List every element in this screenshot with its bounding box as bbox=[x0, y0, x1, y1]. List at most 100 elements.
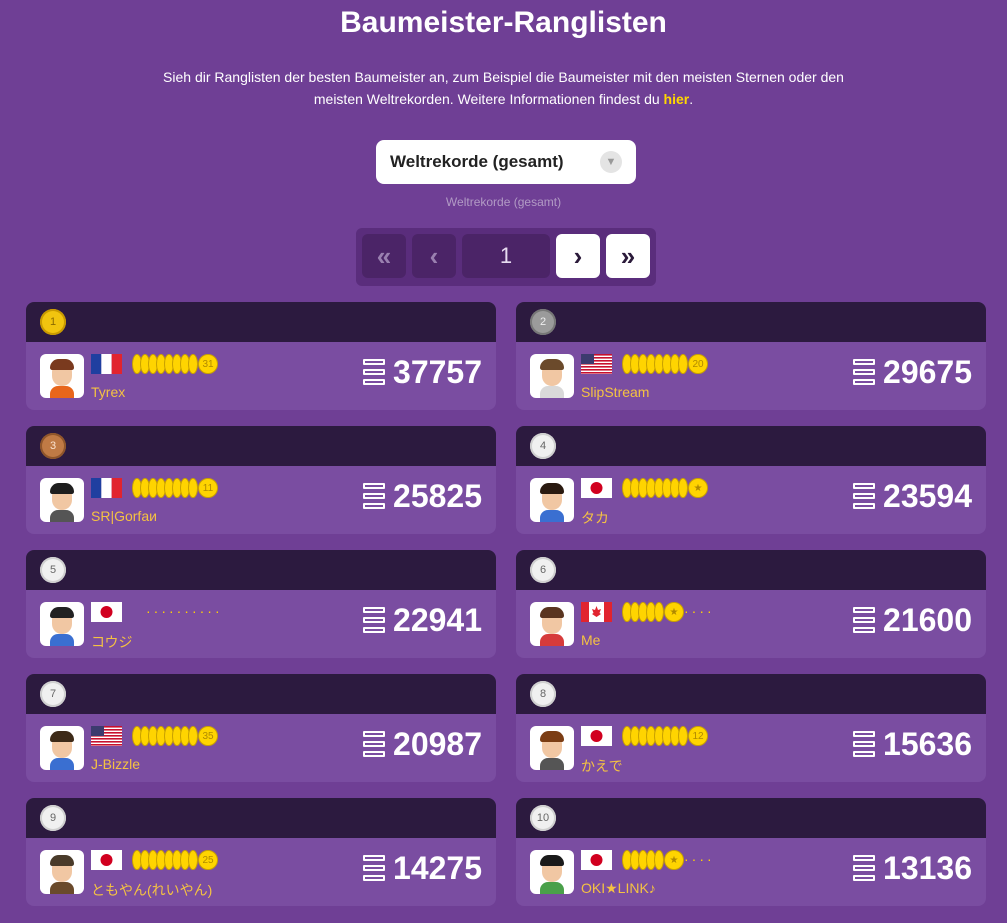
medal-row: ★ bbox=[622, 849, 684, 871]
player-name[interactable]: ともやん(れいやん) bbox=[91, 882, 213, 898]
next-page-button[interactable]: › bbox=[556, 234, 600, 278]
rank-badge: 2 bbox=[530, 309, 556, 335]
avatar[interactable] bbox=[530, 478, 574, 522]
card-header: 1 bbox=[26, 302, 496, 342]
player-name[interactable]: かえで bbox=[581, 758, 623, 774]
extra-medal-dots: ···· bbox=[684, 603, 715, 619]
score: 23594 bbox=[853, 478, 972, 514]
player-name[interactable]: OKI★LINK♪ bbox=[581, 880, 656, 896]
country-flag-icon bbox=[91, 354, 122, 374]
pagination: « ‹ 1 › » bbox=[356, 228, 656, 286]
score: 22941 bbox=[363, 602, 482, 638]
avatar[interactable] bbox=[40, 726, 84, 770]
score: 15636 bbox=[853, 726, 972, 762]
course-icon bbox=[853, 359, 876, 385]
avatar[interactable] bbox=[530, 726, 574, 770]
score-value: 13136 bbox=[883, 850, 972, 886]
avatar[interactable] bbox=[530, 850, 574, 894]
country-flag-icon bbox=[91, 726, 122, 746]
score: 14275 bbox=[363, 850, 482, 886]
prev-page-button[interactable]: ‹ bbox=[412, 234, 456, 278]
coin-icon bbox=[678, 354, 688, 374]
player-name[interactable]: SR|Gorfaи bbox=[91, 508, 157, 524]
avatar[interactable] bbox=[40, 602, 84, 646]
player-name[interactable]: Tyrex bbox=[91, 384, 126, 400]
medal-row: 20 bbox=[622, 353, 708, 375]
rank-badge: 10 bbox=[530, 805, 556, 831]
coin-icon bbox=[654, 850, 664, 870]
card-header: 9 bbox=[26, 798, 496, 838]
medal-row: ★ bbox=[622, 601, 684, 623]
medal-row: 35 bbox=[132, 725, 218, 747]
avatar[interactable] bbox=[530, 602, 574, 646]
score-value: 15636 bbox=[883, 726, 972, 762]
leaderboard-card[interactable]: 1 31 Tyrex 37757 bbox=[26, 302, 496, 410]
country-flag-icon bbox=[581, 602, 612, 622]
rank-badge: 6 bbox=[530, 557, 556, 583]
info-link[interactable]: hier bbox=[663, 91, 690, 107]
medal-count-badge: ★ bbox=[664, 602, 684, 622]
score: 13136 bbox=[853, 850, 972, 886]
leaderboard-card[interactable]: 2 20 SlipStream 29675 bbox=[516, 302, 986, 410]
avatar[interactable] bbox=[40, 354, 84, 398]
medal-row: 31 bbox=[132, 353, 218, 375]
avatar[interactable] bbox=[40, 850, 84, 894]
leaderboard-card[interactable]: 9 25 ともやん(れいやん) 14275 bbox=[26, 798, 496, 906]
page-number: 1 bbox=[462, 234, 550, 278]
score: 37757 bbox=[363, 354, 482, 390]
player-name[interactable]: タカ bbox=[581, 510, 609, 526]
leaderboard-card[interactable]: 6 ★ ···· Me 21600 bbox=[516, 550, 986, 658]
card-header: 5 bbox=[26, 550, 496, 590]
score-value: 23594 bbox=[883, 478, 972, 514]
country-flag-icon bbox=[91, 478, 122, 498]
player-name[interactable]: J-Bizzle bbox=[91, 756, 141, 772]
coin-icon bbox=[678, 726, 688, 746]
coin-icon bbox=[188, 726, 198, 746]
country-flag-icon bbox=[91, 602, 122, 622]
course-icon bbox=[853, 731, 876, 757]
select-caption: Weltrekorde (gesamt) bbox=[445, 195, 562, 209]
last-page-button[interactable]: » bbox=[606, 234, 650, 278]
course-icon bbox=[363, 855, 386, 881]
coin-icon bbox=[188, 850, 198, 870]
leaderboard-card[interactable]: 3 11 SR|Gorfaи 25825 bbox=[26, 426, 496, 534]
player-name[interactable]: コウジ bbox=[91, 634, 133, 650]
rank-badge: 3 bbox=[40, 433, 66, 459]
leaderboard-card[interactable]: 10 ★ ···· OKI★LINK♪ 13136 bbox=[516, 798, 986, 906]
avatar[interactable] bbox=[530, 354, 574, 398]
score-value: 37757 bbox=[393, 354, 482, 390]
leaderboard-card[interactable]: 4 ★ タカ 23594 bbox=[516, 426, 986, 534]
select-value: Weltrekorde (gesamt) bbox=[390, 152, 564, 171]
leaderboard-card[interactable]: 8 12 かえで 15636 bbox=[516, 674, 986, 782]
leaderboard-card[interactable]: 7 35 J-Bizzle 20987 bbox=[26, 674, 496, 782]
course-icon bbox=[853, 483, 876, 509]
score: 25825 bbox=[363, 478, 482, 514]
medal-count-badge: 20 bbox=[688, 354, 708, 374]
score-value: 20987 bbox=[393, 726, 482, 762]
avatar[interactable] bbox=[40, 478, 84, 522]
rank-badge: 9 bbox=[40, 805, 66, 831]
player-name[interactable]: Me bbox=[581, 632, 601, 648]
card-header: 7 bbox=[26, 674, 496, 714]
leaderboard-card[interactable]: 5 ·········· コウジ 22941 bbox=[26, 550, 496, 658]
extra-medal-dots: ···· bbox=[684, 851, 715, 867]
player-name[interactable]: SlipStream bbox=[581, 384, 650, 400]
score-value: 14275 bbox=[393, 850, 482, 886]
description-text: Sieh dir Ranglisten der besten Baumeiste… bbox=[163, 69, 844, 107]
description-end: . bbox=[689, 91, 694, 107]
medal-row: 25 bbox=[132, 849, 218, 871]
rank-badge: 8 bbox=[530, 681, 556, 707]
country-flag-icon bbox=[581, 850, 612, 870]
score-value: 21600 bbox=[883, 602, 972, 638]
medal-count-badge: ★ bbox=[688, 478, 708, 498]
country-flag-icon bbox=[581, 726, 612, 746]
country-flag-icon bbox=[91, 850, 122, 870]
leaderboard-select[interactable]: Weltrekorde (gesamt) ▼ bbox=[376, 140, 636, 184]
course-icon bbox=[853, 607, 876, 633]
coin-icon bbox=[654, 602, 664, 622]
empty-medal-dots: ·········· bbox=[146, 603, 223, 619]
medal-count-badge: 11 bbox=[198, 478, 218, 498]
coin-icon bbox=[678, 478, 688, 498]
card-header: 6 bbox=[516, 550, 986, 590]
first-page-button[interactable]: « bbox=[362, 234, 406, 278]
